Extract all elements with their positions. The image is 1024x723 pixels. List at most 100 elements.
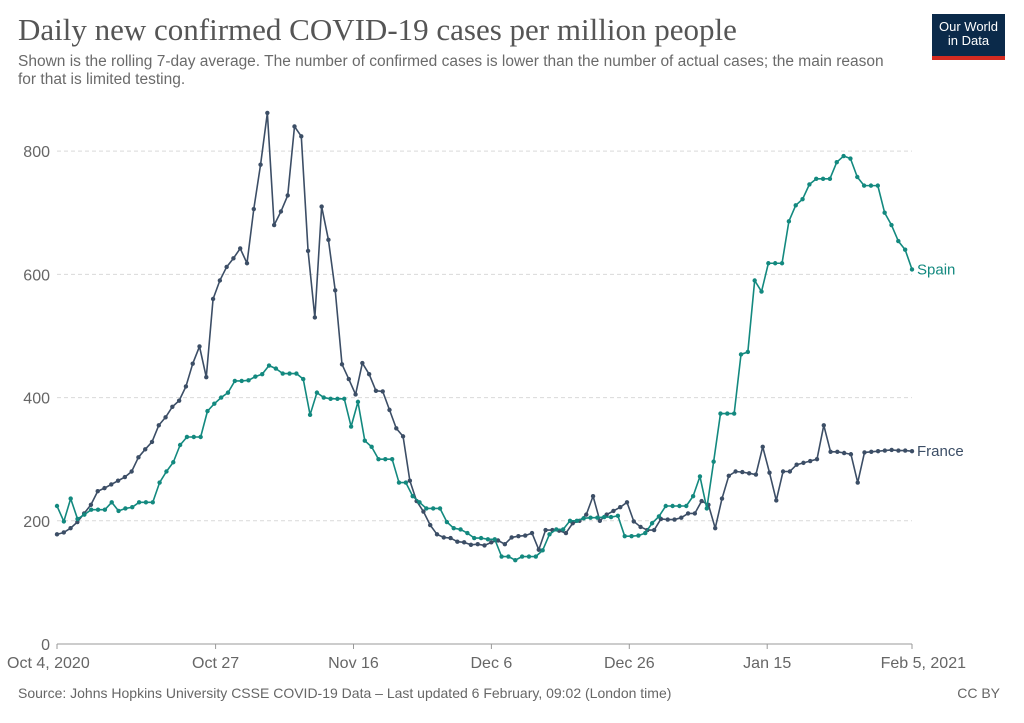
data-point (95, 489, 100, 494)
data-point (389, 456, 395, 462)
data-point (540, 548, 545, 553)
data-point (328, 396, 333, 401)
data-point (862, 450, 867, 455)
data-point (176, 398, 182, 403)
data-point (882, 448, 888, 453)
data-point (516, 533, 521, 539)
data-point (451, 525, 456, 531)
owid-logo[interactable]: Our World in Data (932, 14, 1005, 60)
data-point (424, 506, 429, 511)
data-point (115, 478, 121, 483)
data-point (468, 542, 474, 548)
data-point (417, 500, 422, 505)
data-point (519, 554, 525, 559)
data-point (800, 196, 805, 202)
data-point (380, 389, 385, 394)
data-point (95, 507, 101, 512)
data-point (581, 516, 586, 521)
data-point (649, 521, 655, 526)
data-point (766, 261, 771, 266)
data-point (75, 516, 80, 522)
data-point (889, 222, 894, 228)
data-point (218, 395, 224, 400)
data-point (529, 530, 535, 536)
data-point (287, 371, 292, 376)
data-point (156, 423, 161, 428)
data-point (265, 110, 270, 116)
data-point (726, 473, 731, 479)
data-point (314, 390, 320, 395)
data-point (638, 524, 643, 530)
data-point (773, 261, 778, 266)
data-point (294, 371, 299, 376)
data-point (733, 469, 738, 474)
data-point (232, 378, 238, 384)
data-point (896, 238, 901, 244)
data-point (109, 500, 114, 505)
series-label-spain: Spain (917, 261, 955, 278)
data-point (896, 448, 901, 453)
data-point (360, 360, 365, 366)
data-point (210, 296, 216, 302)
data-point (882, 210, 887, 215)
data-point (615, 513, 621, 519)
data-point (523, 533, 528, 538)
license-link[interactable]: CC BY (957, 685, 1000, 701)
data-point (394, 426, 399, 431)
data-point (157, 480, 162, 485)
data-point (495, 538, 501, 543)
data-point (685, 511, 691, 516)
x-tick-label: Jan 15 (743, 655, 791, 672)
data-point (238, 246, 243, 251)
data-point (400, 434, 406, 439)
data-point (719, 496, 725, 501)
series-label-france: France (917, 443, 964, 460)
data-point (335, 396, 340, 401)
data-point (704, 506, 709, 511)
data-point (89, 507, 94, 512)
data-point (353, 392, 358, 397)
y-tick-label: 0 (41, 637, 50, 654)
data-point (102, 485, 107, 491)
data-point (434, 532, 440, 537)
data-point (848, 452, 854, 457)
data-point (567, 518, 573, 523)
data-point (190, 361, 195, 366)
data-point (458, 527, 463, 532)
data-point (149, 439, 155, 445)
data-point (116, 508, 121, 514)
data-point (821, 423, 826, 428)
data-point (725, 411, 730, 416)
data-point (373, 388, 379, 393)
data-point (448, 535, 453, 541)
data-point (150, 500, 155, 505)
data-point (191, 434, 196, 440)
data-point (244, 261, 250, 266)
data-point (204, 375, 209, 380)
data-point (177, 442, 183, 448)
data-point (779, 261, 785, 266)
data-point (855, 480, 860, 485)
data-point (665, 517, 670, 522)
data-point (869, 449, 874, 454)
data-point (130, 505, 135, 510)
data-point (224, 264, 229, 270)
data-point (123, 506, 128, 511)
data-point (902, 247, 908, 252)
data-point (437, 506, 443, 511)
data-point (366, 371, 372, 377)
data-point (136, 455, 141, 460)
data-point (410, 493, 415, 499)
data-point (618, 505, 623, 510)
data-point (835, 449, 840, 454)
data-point (808, 458, 813, 464)
data-point (171, 460, 176, 465)
data-point (536, 547, 541, 552)
data-point (278, 209, 284, 214)
y-tick-label: 400 (23, 391, 50, 408)
data-point (502, 541, 508, 547)
data-point (909, 448, 915, 454)
data-point (588, 515, 593, 520)
y-axis-ticks: 0 200 400 600 800 (23, 144, 50, 654)
data-point (780, 469, 786, 474)
